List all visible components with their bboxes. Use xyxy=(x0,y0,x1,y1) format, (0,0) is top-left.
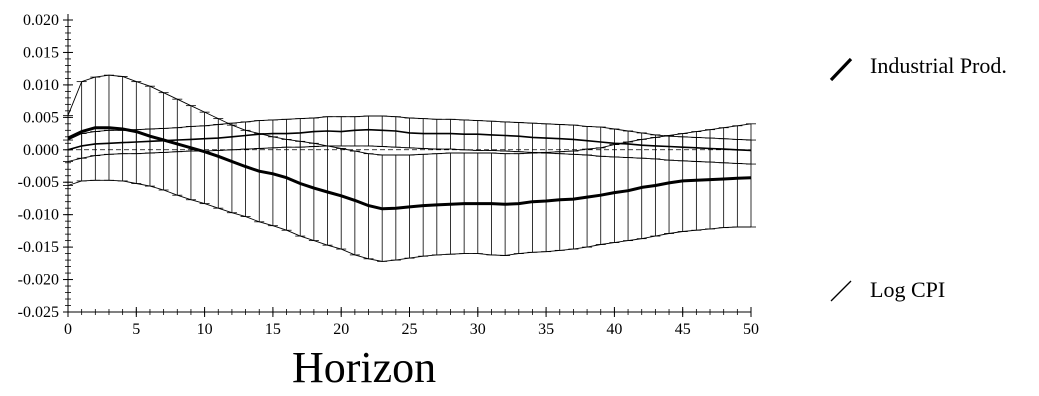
x-tick-label: 25 xyxy=(402,321,418,338)
x-tick-label: 0 xyxy=(64,321,72,338)
x-tick-label: 45 xyxy=(675,321,691,338)
series-line-industrial-prod xyxy=(67,126,752,211)
x-tick-label: 15 xyxy=(265,321,281,338)
series-lines xyxy=(67,126,752,211)
x-tick-label: 10 xyxy=(197,321,213,338)
confidence-bands xyxy=(63,74,756,262)
y-tick-label: -0.025 xyxy=(18,304,59,321)
x-axis-title: Horizon xyxy=(292,343,437,392)
y-tick-label: -0.020 xyxy=(18,272,59,289)
y-tick-label: -0.015 xyxy=(18,239,59,256)
series-line-log-cpi xyxy=(67,128,752,152)
y-tick-label: 0.020 xyxy=(23,12,59,29)
legend-icon-industrial-prod xyxy=(829,57,853,82)
legend-label-industrial-prod: Industrial Prod. xyxy=(870,53,1007,78)
legend-label-log-cpi: Log CPI xyxy=(870,277,946,302)
x-tick-label: 40 xyxy=(606,321,622,338)
y-tick-label: -0.005 xyxy=(18,174,59,191)
chart-axes: 0.020 0.015 0.010 0.005 0.000 -0.005 -0.010 -0.… xyxy=(18,12,759,338)
y-tick-label: 0.000 xyxy=(23,142,59,159)
x-tick-label: 35 xyxy=(538,321,554,338)
legend-icon-log-cpi xyxy=(830,280,852,302)
y-tick-label: 0.005 xyxy=(23,109,59,126)
x-tick-label: 20 xyxy=(333,321,349,338)
x-tick-label: 5 xyxy=(132,321,140,338)
legend-icons xyxy=(829,57,853,302)
x-tick-label: 50 xyxy=(743,321,759,338)
x-tick-label: 30 xyxy=(470,321,486,338)
y-tick-label: 0.015 xyxy=(23,44,59,61)
y-tick-label: -0.010 xyxy=(18,207,59,224)
y-tick-label: 0.010 xyxy=(23,77,59,94)
